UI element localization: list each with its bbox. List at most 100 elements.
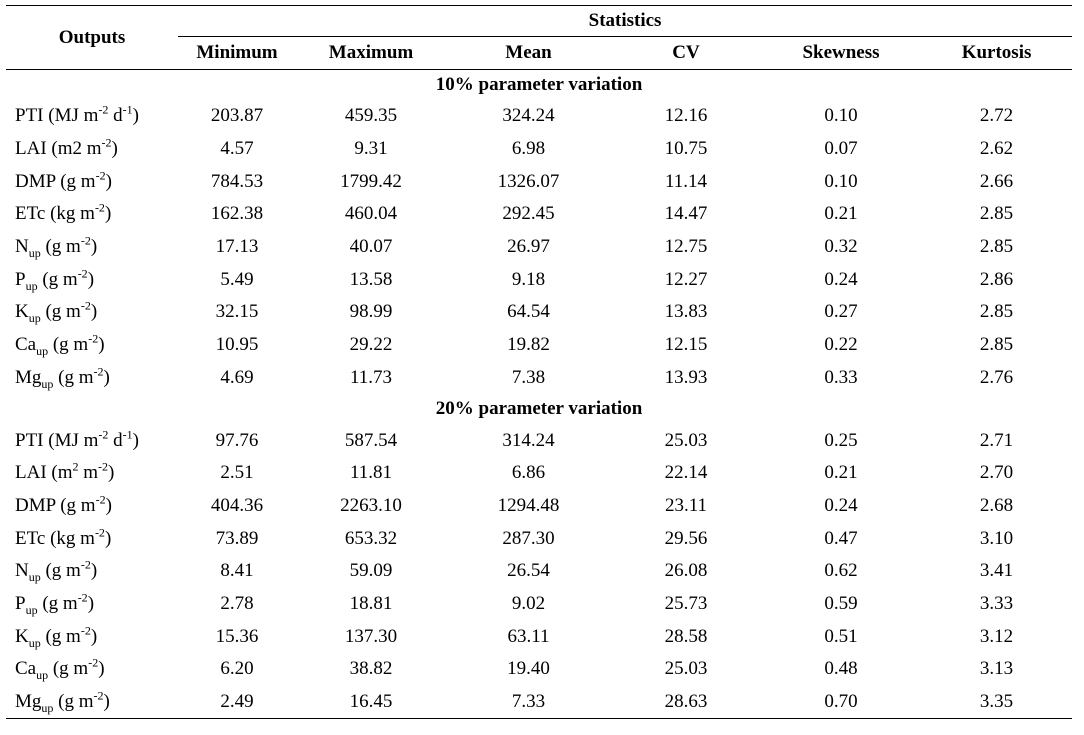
- column-header-kurtosis: Kurtosis: [921, 36, 1073, 70]
- row-label-text: (MJ m: [43, 429, 99, 451]
- cell-mean: 1326.07: [497, 170, 560, 192]
- cell-mean: 19.82: [507, 334, 550, 356]
- cell-minimum: 6.20: [220, 658, 254, 680]
- statistics-table: Outputs Statistics Minimum Maximum Mean …: [6, 6, 1073, 720]
- section-header-row: 10% parameter variation: [6, 70, 1072, 101]
- cell-skewness: 0.48: [824, 658, 858, 680]
- row-label-text: (g m: [40, 301, 81, 323]
- row-label-subscript: up: [41, 700, 54, 715]
- row-label-text: ): [103, 691, 110, 713]
- cell-minimum: 162.38: [210, 203, 264, 225]
- row-label-subscript: up: [28, 635, 41, 650]
- cell-minimum: 2.49: [178, 685, 296, 720]
- column-header-maximum: Maximum: [296, 36, 446, 70]
- cell-kurtosis: 3.12: [979, 625, 1014, 647]
- cell-minimum: 73.89: [215, 527, 259, 549]
- row-label-text: ): [87, 268, 95, 290]
- row-label-superscript: 2: [72, 459, 79, 474]
- row-label-subscript: up: [36, 668, 49, 683]
- row-label-superscript: -2: [95, 492, 106, 507]
- row-label-base: P: [15, 268, 26, 290]
- row-label-base: PTI: [15, 429, 44, 451]
- cell-mean: 7.33: [446, 685, 611, 720]
- table-row: Pup (g m-2) 5.49 13.58 9.18 12.27 0.24 2.86: [6, 263, 1072, 296]
- row-label: Pup (g m-2): [6, 588, 178, 621]
- row-label-base: ETc: [15, 527, 46, 549]
- cell-maximum: 587.54: [344, 429, 398, 451]
- row-label-superscript: -2: [93, 364, 104, 379]
- cell-minimum: 5.49: [220, 268, 254, 290]
- cell-skewness: 0.59: [824, 592, 858, 614]
- row-label-superscript: -2: [98, 459, 109, 474]
- cell-maximum: 460.04: [344, 203, 398, 225]
- row-label-text: (g m: [53, 691, 94, 713]
- cell-skewness: 0.33: [824, 366, 858, 388]
- row-label-text: ): [98, 658, 105, 680]
- cell-cv: 11.14: [664, 170, 708, 192]
- cell-cv: 14.47: [664, 203, 708, 225]
- row-label-base: Ca: [15, 334, 37, 356]
- cell-cv: 12.75: [664, 236, 708, 258]
- top-rule: [6, 5, 1072, 6]
- row-label-text: (g m: [37, 268, 78, 290]
- cell-kurtosis: 3.35: [921, 685, 1073, 720]
- row-label-text: (kg m: [45, 203, 95, 225]
- row-label-text: ): [132, 105, 139, 127]
- row-label-superscript: -2: [80, 557, 91, 572]
- row-label-text: (m: [46, 462, 73, 484]
- row-label: PTI (MJ m-2 d-1): [6, 424, 178, 457]
- row-label: Kup (g m-2): [6, 296, 178, 329]
- cell-kurtosis: 2.71: [979, 429, 1014, 451]
- cell-skewness: 0.22: [824, 334, 858, 356]
- row-label-text: ): [90, 560, 98, 582]
- cell-cv: 23.11: [664, 494, 708, 516]
- row-label-text: (g m: [37, 592, 78, 614]
- cell-kurtosis: 3.13: [979, 658, 1014, 680]
- cell-minimum: 15.36: [215, 625, 259, 647]
- row-label-subscript: up: [28, 311, 41, 326]
- row-label-superscript: -2: [80, 233, 91, 248]
- row-label-subscript: up: [41, 376, 54, 391]
- cell-cv: 26.08: [664, 560, 708, 582]
- row-label-superscript: -2: [94, 525, 105, 540]
- cell-skewness: 0.70: [761, 685, 921, 720]
- row-label: Nup (g m-2): [6, 231, 178, 264]
- cell-minimum: 203.87: [210, 105, 264, 127]
- row-label: Pup (g m-2): [6, 263, 178, 296]
- row-label: ETc (kg m-2): [6, 522, 178, 555]
- table-row: Nup (g m-2) 8.41 59.09 26.54 26.08 0.62 3.41: [6, 555, 1072, 588]
- cell-skewness: 0.47: [824, 527, 858, 549]
- row-label-superscript: -2: [88, 656, 99, 671]
- row-label-text: ): [104, 203, 112, 225]
- row-label: Caup (g m-2): [6, 653, 178, 686]
- row-label-base: Mg: [15, 366, 42, 388]
- cell-skewness: 0.24: [824, 268, 858, 290]
- cell-maximum: 59.09: [349, 560, 393, 582]
- cell-minimum: 404.36: [210, 494, 264, 516]
- row-label-text: (g m: [55, 170, 96, 192]
- row-label-superscript: -1: [122, 103, 133, 118]
- row-label-text: (kg m: [45, 527, 95, 549]
- row-label-base: P: [15, 592, 26, 614]
- cell-kurtosis: 2.70: [979, 462, 1014, 484]
- row-label-text: ): [87, 592, 95, 614]
- table-row: Mgup (g m-2) 4.69 11.73 7.38 13.93 0.33 2.76: [6, 362, 1072, 395]
- cell-mean: 9.18: [511, 268, 546, 290]
- cell-mean: 26.97: [507, 236, 550, 258]
- row-label: LAI (m2 m-2): [6, 133, 178, 166]
- row-label-text: (g m: [48, 334, 89, 356]
- cell-kurtosis: 3.33: [979, 592, 1014, 614]
- row-label-superscript: -2: [98, 103, 109, 118]
- section-title: 20% parameter variation: [435, 398, 643, 420]
- cell-cv: 22.14: [664, 462, 708, 484]
- table-row: DMP (g m-2) 784.53 1799.42 1326.07 11.14 0.10…: [6, 165, 1072, 198]
- row-label-superscript: -2: [94, 201, 105, 216]
- cell-mean: 26.54: [507, 560, 550, 582]
- cell-mean: 6.86: [511, 462, 546, 484]
- cell-mean: 64.54: [507, 301, 550, 323]
- cell-maximum: 16.45: [296, 685, 446, 720]
- cell-skewness: 0.51: [824, 625, 858, 647]
- row-label-text: ): [90, 236, 98, 258]
- row-label-text: ): [111, 138, 118, 160]
- row-label-text: ): [90, 301, 98, 323]
